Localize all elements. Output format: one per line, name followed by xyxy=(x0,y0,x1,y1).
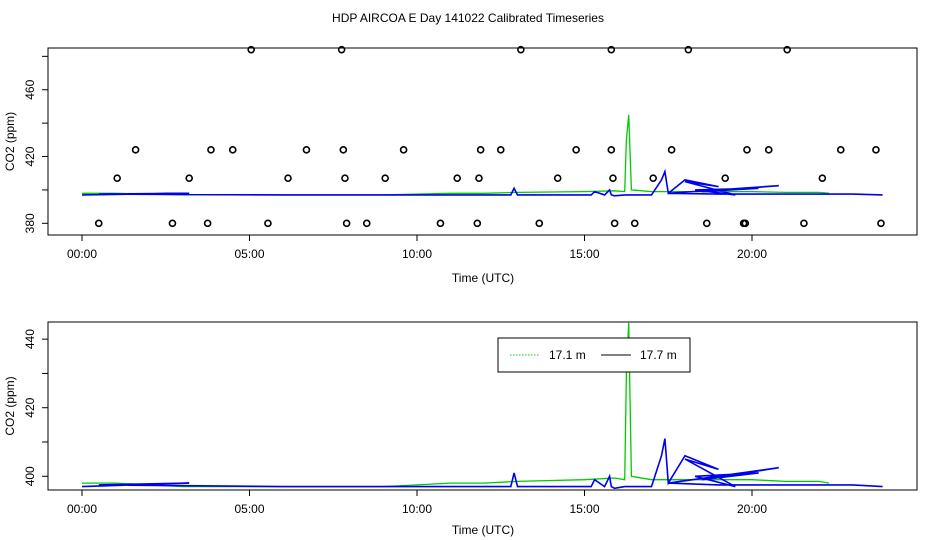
x-tick-label: 10:00 xyxy=(402,247,432,261)
calibration-point xyxy=(168,219,177,228)
plot-frame xyxy=(47,321,918,491)
x-tick-label: 00:00 xyxy=(67,502,97,516)
calibration-point xyxy=(228,146,237,154)
plot-frame xyxy=(47,47,918,236)
calibration-point xyxy=(496,146,505,154)
calibration-point xyxy=(362,219,371,228)
legend: 17.1 m 17.7 m xyxy=(497,337,691,373)
calibration-point xyxy=(743,146,751,154)
calibration-point xyxy=(436,219,445,228)
calibration-point xyxy=(339,146,348,154)
calibration-point xyxy=(684,45,693,54)
x-tick-label: 15:00 xyxy=(569,247,599,261)
calibration-point xyxy=(872,146,880,154)
calibration-point xyxy=(764,146,773,154)
series-line-17-1-m xyxy=(82,114,830,196)
y-tick-label: 420 xyxy=(23,146,37,166)
y-axis-label: CO2 (ppm) xyxy=(3,376,17,435)
calibration-point xyxy=(607,146,616,154)
calibration-point xyxy=(131,146,140,154)
x-tick-label: 00:00 xyxy=(67,247,97,261)
calibration-point xyxy=(399,146,408,154)
calibration-point xyxy=(818,174,827,183)
calibration-point xyxy=(247,45,255,54)
y-tick-label: 400 xyxy=(23,466,37,486)
top-panel: 00:00 05:00 10:00 15:00 20:00 Time (UTC) 380 42… xyxy=(3,45,918,285)
calibration-point xyxy=(836,146,845,154)
calibration-point xyxy=(284,174,292,183)
legend-label: 17.7 m xyxy=(640,348,677,362)
calibration-point xyxy=(535,219,544,228)
calibration-point xyxy=(207,146,215,154)
y-tick-label: 420 xyxy=(23,397,37,417)
x-tick-label: 10:00 xyxy=(402,502,432,516)
legend-box xyxy=(497,337,691,373)
y-axis-label: CO2 (ppm) xyxy=(3,112,17,171)
calibration-point xyxy=(94,219,103,228)
calibration-point xyxy=(630,219,639,228)
series-line-17-7-m xyxy=(81,438,883,490)
x-axis-label: Time (UTC) xyxy=(452,523,514,537)
x-tick-label: 05:00 xyxy=(234,502,264,516)
calibration-point xyxy=(475,174,483,183)
calibration-point xyxy=(741,219,750,228)
calibration-point xyxy=(341,174,349,183)
calibration-point xyxy=(667,146,676,154)
calibration-point xyxy=(783,45,791,54)
calibration-point xyxy=(113,174,121,183)
series-line-17-1-m xyxy=(82,322,830,488)
calibration-point xyxy=(185,174,193,183)
x-axis-label: Time (UTC) xyxy=(452,271,514,285)
calibration-point xyxy=(203,219,212,228)
y-tick-label: 440 xyxy=(23,329,37,349)
calibration-point xyxy=(702,219,711,228)
x-tick-label: 20:00 xyxy=(737,247,767,261)
calibration-point xyxy=(877,219,885,228)
calibration-point xyxy=(337,45,346,54)
x-tick-label: 20:00 xyxy=(737,502,767,516)
calibration-point xyxy=(610,219,619,228)
legend-label: 17.1 m xyxy=(549,348,586,362)
x-tick-label: 05:00 xyxy=(234,247,264,261)
calibration-point xyxy=(342,219,351,228)
calibration-point xyxy=(572,146,580,154)
y-tick-label: 380 xyxy=(23,213,37,233)
calibration-point xyxy=(302,146,311,154)
bottom-panel: 00:00 05:00 10:00 15:00 20:00 Time (UTC) 400 42… xyxy=(3,321,918,537)
y-tick-label: 460 xyxy=(23,79,37,99)
calibration-point xyxy=(721,174,730,183)
series-line-17-7-m xyxy=(81,168,883,197)
calibration-point xyxy=(453,174,462,183)
calibration-point xyxy=(381,174,389,183)
calibration-point xyxy=(607,45,616,54)
calibration-point xyxy=(264,219,272,228)
calibration-point xyxy=(609,174,617,183)
calibration-point xyxy=(517,45,525,54)
calibration-point xyxy=(476,146,485,154)
calibration-point xyxy=(473,219,482,228)
calibration-point xyxy=(649,174,657,183)
x-tick-label: 15:00 xyxy=(569,502,599,516)
calibration-point xyxy=(800,219,808,228)
calibration-point xyxy=(553,174,562,183)
chart-title: HDP AIRCOA E Day 141022 Calibrated Times… xyxy=(332,11,604,25)
